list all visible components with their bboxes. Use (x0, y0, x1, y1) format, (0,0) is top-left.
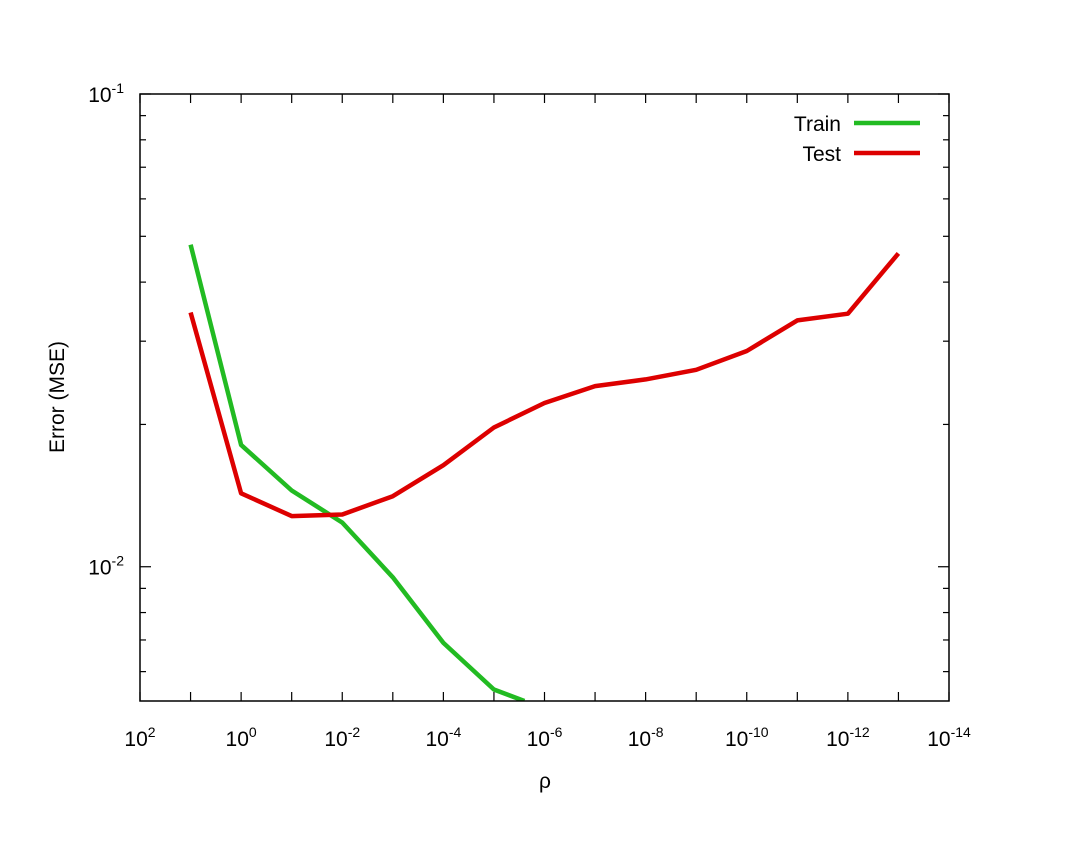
legend-label-train: Train (794, 113, 841, 136)
series-layer (188, 244, 901, 701)
y-tick-label: 10-1 (88, 80, 124, 107)
x-tick-label: 100 (226, 724, 257, 751)
y-axis-label: Error (MSE) (46, 341, 69, 453)
x-tick-label: 102 (124, 724, 155, 751)
y-tick-labels: 10-1 10-2 (88, 80, 124, 580)
axis-ticks (139, 93, 950, 701)
x-tick-label: 10-14 (927, 724, 971, 751)
series-line-train (188, 244, 526, 701)
x-tick-label: 10-12 (826, 724, 870, 751)
x-tick-label: 10-4 (425, 724, 461, 751)
x-tick-label: 10-8 (628, 724, 664, 751)
series-line-test (188, 251, 901, 519)
x-tick-label: 10-6 (527, 724, 563, 751)
plot-frame (139, 93, 950, 702)
x-axis-label: ρ (539, 770, 551, 793)
x-tick-label: 10-10 (725, 724, 769, 751)
y-tick-label: 10-2 (88, 553, 124, 580)
x-tick-labels: 102 100 10-2 10-4 10-6 10-8 10-10 10-12 10-14 (124, 724, 971, 751)
legend-label-test: Test (802, 143, 841, 166)
legend: Train Test (794, 113, 920, 166)
x-tick-label: 10-2 (324, 724, 360, 751)
